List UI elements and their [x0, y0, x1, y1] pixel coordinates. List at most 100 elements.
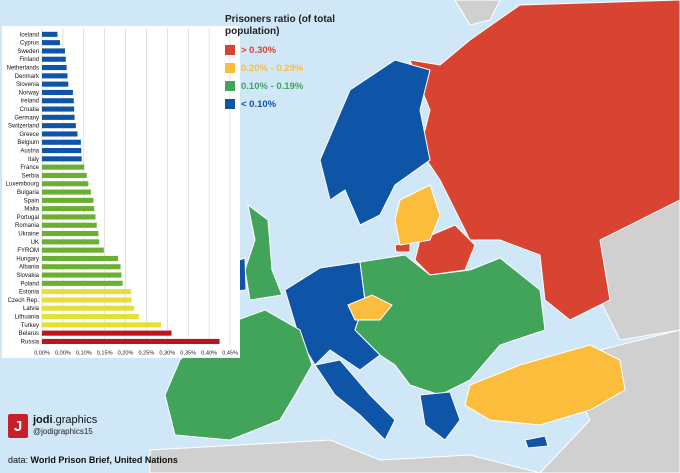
legend: Prisoners ratio (of total population) > …: [225, 14, 385, 110]
bar: [42, 322, 162, 328]
brand: J jodi.graphics @jodigraphics15: [8, 414, 97, 438]
bar: [42, 338, 220, 344]
bar: [42, 289, 131, 295]
country-greece: [419, 391, 461, 441]
category-label: Lithuania: [15, 315, 40, 321]
bar: [42, 172, 87, 178]
bar: [42, 164, 85, 170]
chart-x-tick-labels: 0,00% 0,00% 0,10% 0,15% 0,20% 0,25% 0,30% 0,35%…: [34, 350, 238, 356]
bar: [42, 272, 122, 278]
chart-category-labels: Iceland Cyprus Sweden Finland Netherlands Den…: [6, 32, 40, 345]
legend-label-mid: 0.10% - 0.19%: [241, 80, 304, 92]
bar: [42, 73, 68, 79]
legend-swatch-low: [225, 99, 235, 109]
country-russia: [409, 0, 680, 321]
category-label: Russia: [21, 339, 40, 345]
bar: [42, 330, 172, 336]
chart-bars: [42, 31, 220, 344]
bar: [42, 98, 74, 104]
country-czech: [347, 294, 393, 321]
x-tick-label: 0,10%: [76, 350, 92, 356]
legend-item-mid: 0.10% - 0.19%: [225, 80, 385, 92]
category-label: Hungary: [16, 256, 39, 262]
x-tick-label: 0,30%: [159, 350, 175, 356]
legend-title: Prisoners ratio (of total population): [225, 14, 336, 37]
category-label: Bulgaria: [17, 190, 40, 196]
category-label: Iceland: [20, 32, 39, 38]
country-central-east-green: [354, 254, 546, 396]
bar: [42, 48, 65, 54]
category-label: France: [20, 165, 39, 171]
category-label: Belgium: [17, 140, 39, 146]
bar: [42, 89, 73, 95]
category-label: Albania: [19, 265, 40, 271]
category-label: Slovenia: [16, 82, 40, 88]
x-tick-label: 0,00%: [55, 350, 71, 356]
category-label: Ireland: [21, 99, 39, 105]
category-label: Malta: [24, 207, 39, 213]
bar: [42, 189, 91, 195]
category-label: Norway: [19, 90, 39, 96]
category-label: Poland: [20, 281, 39, 287]
category-label: Estonia: [19, 290, 40, 296]
legend-label-mid-high: 0.20% - 0.29%: [241, 62, 304, 74]
category-label: Finland: [19, 57, 39, 63]
source-note: data: World Prison Brief, United Nations: [8, 455, 178, 465]
legend-item-low: < 0.10%: [225, 98, 385, 110]
bar: [42, 231, 99, 237]
category-label: Latvia: [23, 306, 40, 312]
legend-swatch-mid: [225, 81, 235, 91]
category-label: Czech Rep.: [8, 298, 40, 304]
legend-label-high: > 0.30%: [241, 44, 277, 56]
bar: [42, 131, 78, 137]
bar: [42, 139, 81, 145]
bar: [42, 264, 121, 270]
category-label: Croatia: [20, 107, 40, 113]
brand-name-bold: jodi: [33, 414, 53, 426]
category-label: Luxembourg: [6, 182, 39, 188]
x-tick-label: 0,15%: [97, 350, 113, 356]
category-label: Portugal: [17, 215, 39, 221]
x-tick-label: 0,35%: [180, 350, 196, 356]
bar: [42, 239, 100, 245]
category-label: Slovakia: [16, 273, 39, 279]
category-label: Netherlands: [7, 66, 39, 72]
category-label: Turkey: [21, 323, 39, 329]
bar: [42, 197, 94, 203]
x-tick-label: 0,40%: [201, 350, 217, 356]
category-label: Germany: [14, 115, 39, 121]
category-label: Serbia: [22, 173, 40, 179]
source-prefix: data:: [8, 455, 31, 465]
category-label: Switzerland: [8, 124, 39, 130]
category-label: UK: [31, 240, 39, 246]
category-label: Sweden: [17, 49, 39, 55]
country-cyprus: [524, 435, 549, 449]
bar: [42, 206, 95, 212]
bar: [42, 148, 82, 154]
legend-item-mid-high: 0.20% - 0.29%: [225, 62, 385, 74]
bar: [42, 31, 58, 37]
bar: [42, 255, 119, 261]
bar: [42, 314, 139, 320]
brand-logo: J: [8, 414, 28, 438]
bar: [42, 81, 69, 87]
bar: [42, 181, 89, 187]
category-label: FYROM: [17, 248, 39, 254]
bar: [42, 247, 104, 253]
brand-name: jodi.graphics: [33, 415, 97, 426]
category-label: Greece: [19, 132, 39, 138]
bar: [42, 280, 123, 286]
bar: [42, 156, 82, 162]
bar: [42, 297, 132, 303]
land-greenland-grey: [454, 0, 501, 26]
brand-text: jodi.graphics @jodigraphics15: [33, 415, 97, 437]
bar: [42, 222, 97, 228]
category-label: Cyprus: [20, 41, 39, 47]
country-uk: [244, 203, 283, 301]
x-tick-label: 0,45%: [222, 350, 238, 356]
bar: [42, 65, 67, 71]
bar: [42, 40, 60, 46]
country-scandinavia: [319, 59, 431, 226]
x-tick-label: 0,00%: [34, 350, 50, 356]
